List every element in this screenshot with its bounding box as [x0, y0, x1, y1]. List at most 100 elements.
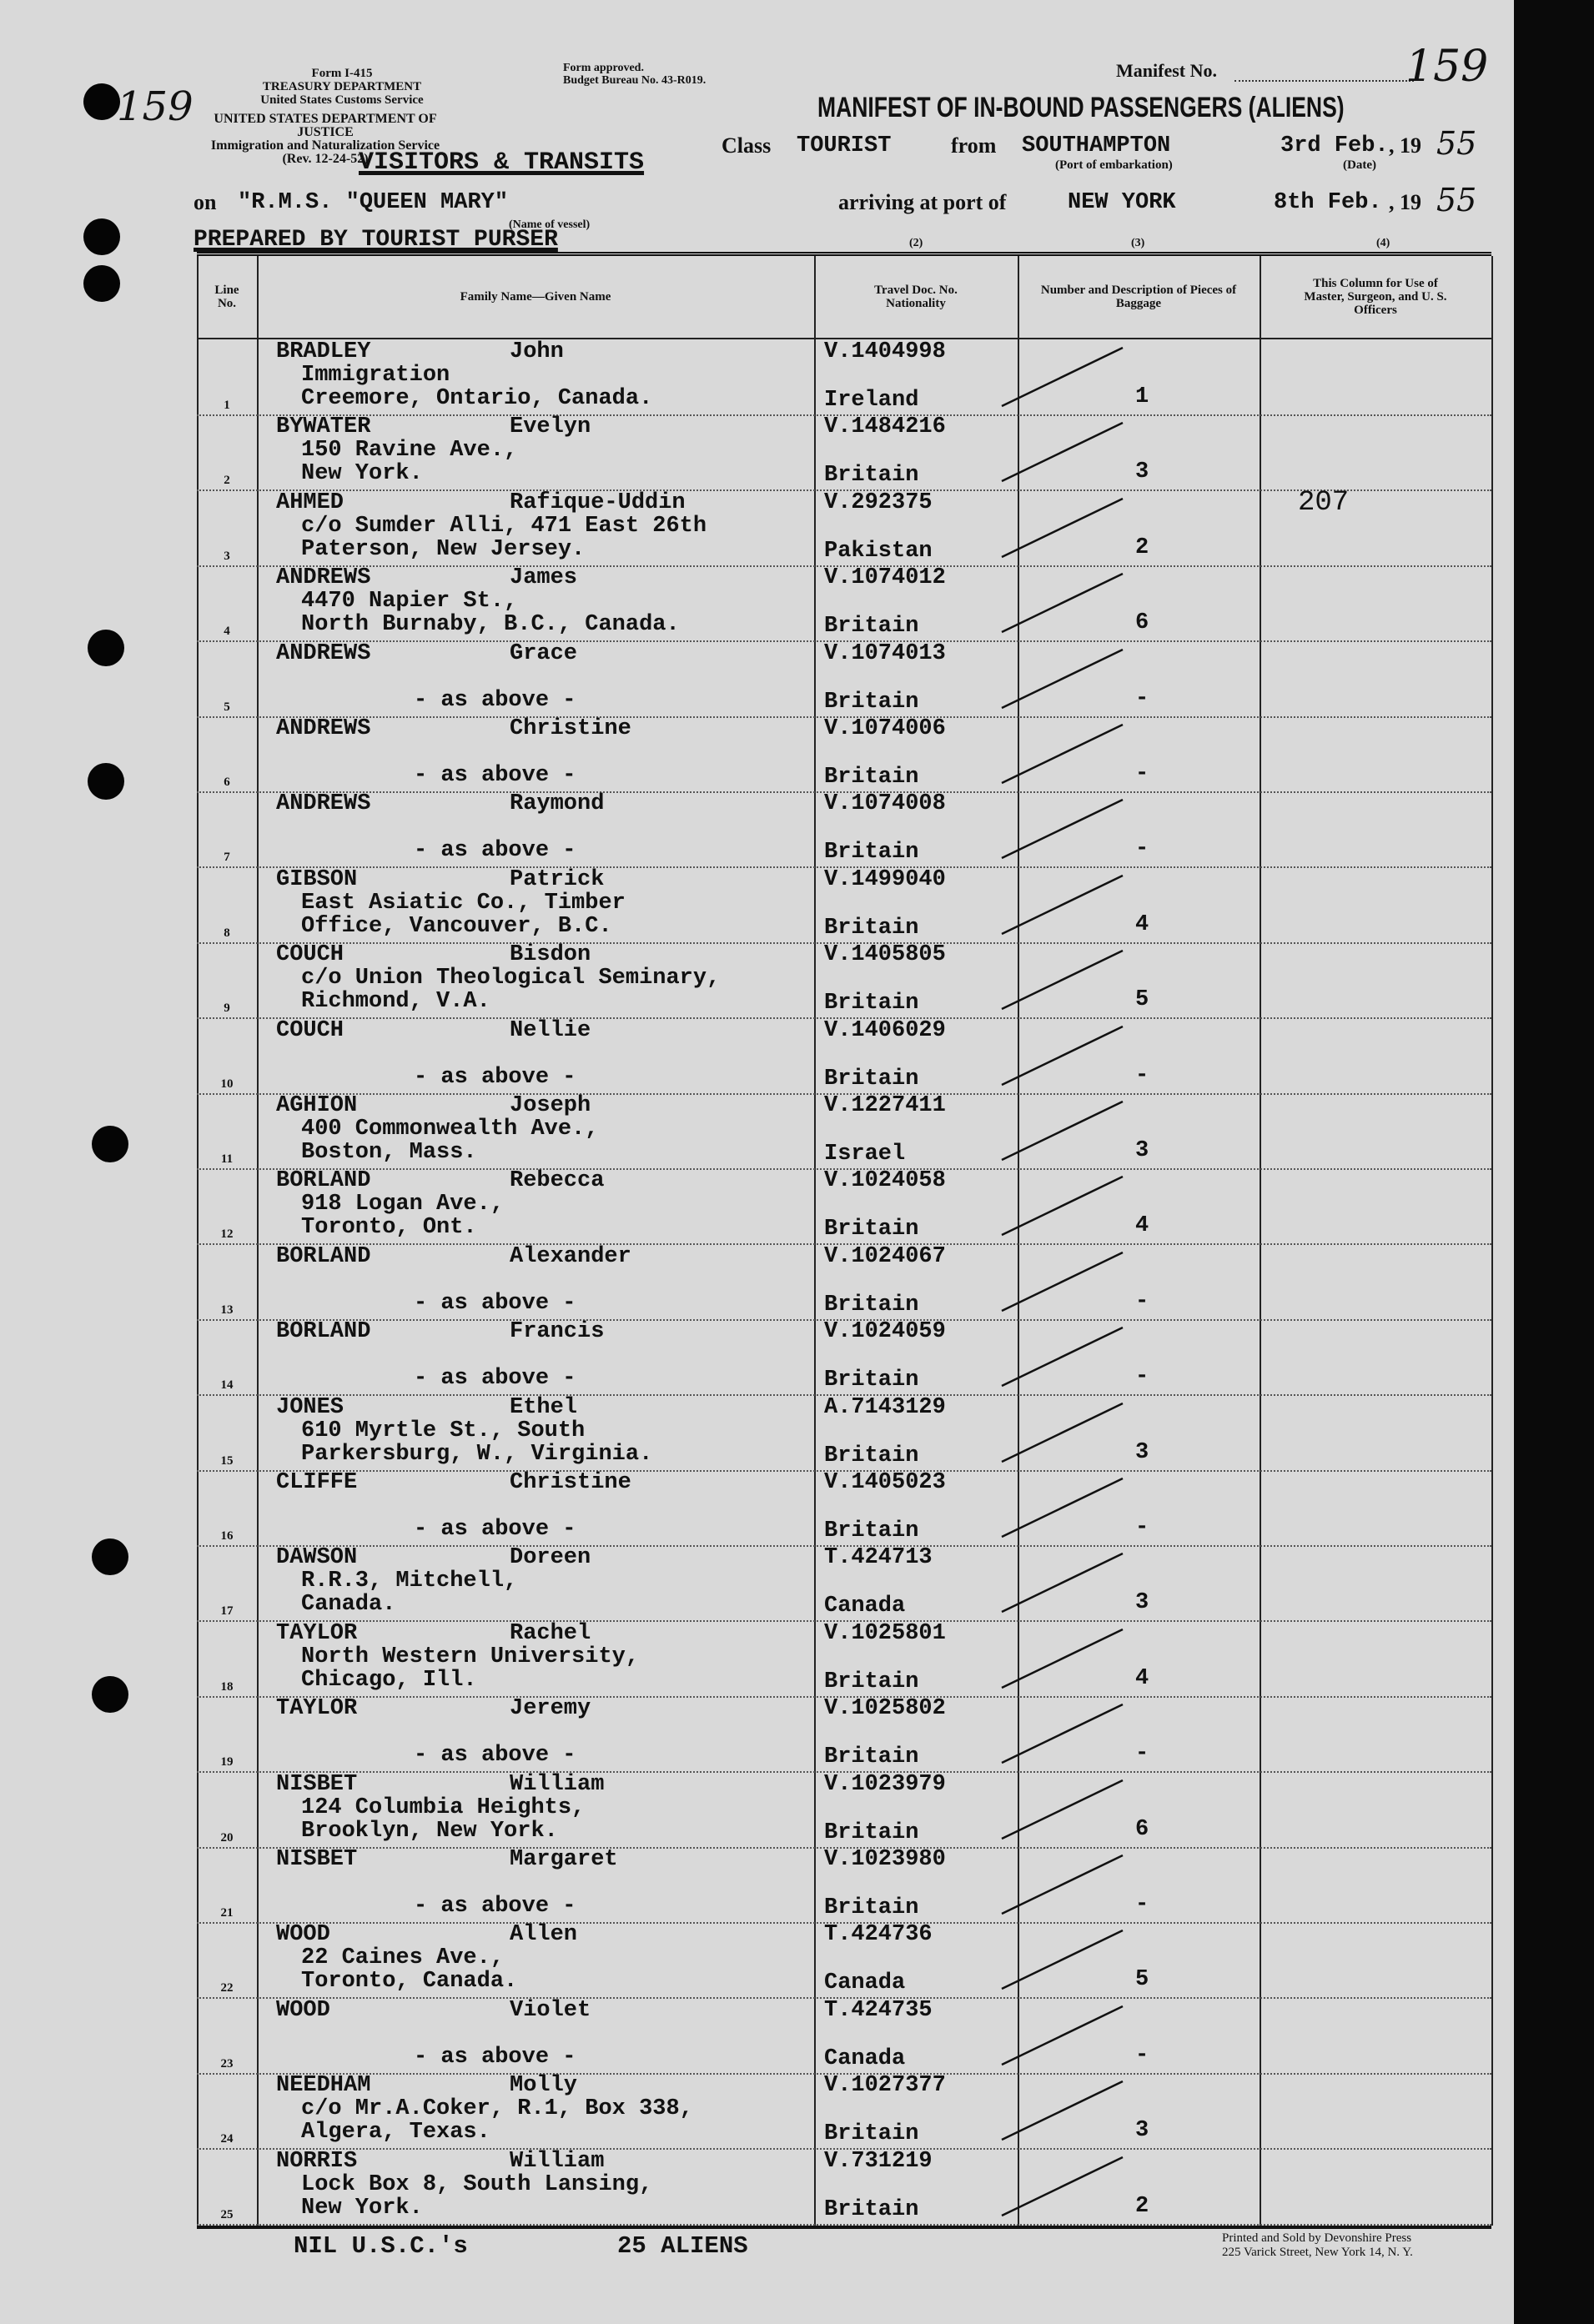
ins-label: Immigration and Naturalization Service: [210, 138, 440, 153]
baggage-count: 4: [1135, 1665, 1149, 1691]
travel-doc-number: T.424713: [824, 1545, 933, 1571]
family-name: NORRIS: [276, 2148, 358, 2174]
check-stroke: [1001, 497, 1124, 558]
table-row: 15 JONES Ethel 610 Myrtle St., South Parkers…: [197, 1395, 1491, 1472]
table-row: 2 BYWATER Evelyn 150 Ravine Ave., New York. V…: [197, 414, 1491, 492]
punch-hole: [92, 1126, 128, 1162]
class-value: TOURIST: [797, 133, 892, 158]
treasury-label: TREASURY DEPARTMENT: [262, 80, 422, 93]
check-mark-icon: [1001, 1704, 1124, 1764]
address-line-1: 22 Caines Ave.,: [301, 1945, 505, 1971]
embarkation-port: SOUTHAMPTON: [1022, 133, 1171, 158]
check-stroke: [1001, 1100, 1124, 1162]
family-name: TAYLOR: [276, 1696, 358, 1722]
family-name: BORLAND: [276, 1168, 371, 1194]
check-stroke: [1001, 2156, 1124, 2216]
table-row: 22 WOOD Allen 22 Caines Ave., Toronto, Canad…: [197, 1922, 1491, 2000]
table-row: 4 ANDREWS James 4470 Napier St., North Burna…: [197, 565, 1491, 643]
line-number: 18: [220, 1679, 234, 1694]
check-stroke: [1001, 1779, 1124, 1840]
arrival-date: 8th Feb.: [1274, 190, 1382, 215]
check-mark-icon: [1001, 723, 1124, 785]
baggage-count: -: [1135, 2042, 1149, 2068]
baggage-count: 6: [1135, 1816, 1149, 1842]
address-line-1: Immigration: [301, 363, 450, 388]
departure-year-prefix: , 19: [1389, 133, 1421, 158]
family-name: JONES: [276, 1394, 344, 1420]
arrival-year-prefix: , 19: [1389, 190, 1421, 214]
vessel-name: "R.M.S. "QUEEN MARY": [238, 190, 509, 215]
form-approved: Form approved.: [563, 62, 644, 74]
address-line-2: Parkersburg, W., Virginia.: [301, 1441, 653, 1467]
table-row: 25 NORRIS William Lock Box 8, South Lansing…: [197, 2149, 1491, 2226]
line-number: 4: [224, 625, 230, 639]
table-row: 16 CLIFFE Christine - as above - V.1405023 Br…: [197, 1470, 1491, 1547]
budget-bureau: Budget Bureau No. 43-R019.: [563, 74, 706, 87]
address-line-2: Algera, Texas.: [301, 2120, 490, 2146]
nationality: Britain: [824, 765, 919, 790]
column-number-3: (3): [1131, 237, 1145, 249]
as-above-note: - as above -: [414, 1517, 576, 1542]
family-name: COUCH: [276, 1017, 344, 1043]
travel-doc-number: V.1023980: [824, 1847, 946, 1872]
line-number: 7: [224, 851, 230, 865]
baggage-count: 2: [1135, 2193, 1149, 2219]
baggage-count: 3: [1135, 1439, 1149, 1465]
family-name: CLIFFE: [276, 1470, 358, 1495]
travel-doc-number: V.1025801: [824, 1620, 946, 1646]
check-stroke: [1001, 422, 1124, 483]
punch-hole: [83, 83, 120, 120]
as-above-note: - as above -: [414, 1290, 576, 1316]
punch-hole: [83, 218, 120, 255]
table-row: 11 AGHION Joseph 400 Commonwealth Ave., Bost…: [197, 1093, 1491, 1170]
nationality: Britain: [824, 1518, 919, 1543]
line-number: 17: [220, 1604, 234, 1619]
nationality: Britain: [824, 1292, 919, 1318]
nationality: Britain: [824, 1820, 919, 1845]
address-line-2: Richmond, V.A.: [301, 989, 490, 1015]
family-name: GIBSON: [276, 866, 358, 892]
travel-doc-number: V.731219: [824, 2148, 933, 2174]
address-line-2: Boston, Mass.: [301, 1140, 477, 1165]
family-name: ANDREWS: [276, 716, 371, 741]
check-mark-icon: [1001, 1477, 1124, 1538]
nationality: Canada: [824, 1970, 906, 1996]
nationality: Britain: [824, 1368, 919, 1393]
family-name: WOOD: [276, 1922, 330, 1948]
given-name: Margaret: [510, 1847, 618, 1872]
baggage-count: 5: [1135, 1967, 1149, 1993]
check-mark-icon: [1001, 1930, 1124, 1990]
punch-hole: [92, 1676, 128, 1713]
check-stroke: [1001, 799, 1124, 860]
given-name: Ethel: [510, 1394, 578, 1420]
given-name: Molly: [510, 2073, 578, 2099]
nationality: Britain: [824, 1895, 919, 1920]
check-stroke: [1001, 1628, 1124, 1689]
check-stroke: [1001, 1930, 1124, 1990]
manifest-page: 159 Form I-415 TREASURY DEPARTMENT Unite…: [0, 0, 1514, 2324]
baggage-count: -: [1135, 1515, 1149, 1540]
travel-doc-number: T.424735: [824, 1997, 933, 2023]
as-above-note: - as above -: [414, 1366, 576, 1392]
given-name: Violet: [510, 1997, 591, 2023]
check-mark-icon: [1001, 497, 1124, 558]
line-number: 14: [220, 1378, 234, 1393]
punch-hole: [92, 1538, 128, 1575]
check-mark-icon: [1001, 1402, 1124, 1463]
baggage-count: 3: [1135, 1590, 1149, 1616]
given-name: James: [510, 565, 578, 591]
check-mark-icon: [1001, 1779, 1124, 1840]
address-line-1: 4470 Napier St.,: [301, 589, 518, 615]
as-above-note: - as above -: [414, 687, 576, 713]
table-row: 21 NISBET Margaret - as above - V.1023980 Bri…: [197, 1847, 1491, 1924]
address-line-1: 610 Myrtle St., South: [301, 1418, 586, 1443]
as-above-note: - as above -: [414, 1894, 576, 1919]
check-mark-icon: [1001, 2005, 1124, 2065]
travel-doc-number: V.1405805: [824, 942, 946, 968]
check-mark-icon: [1001, 874, 1124, 935]
baggage-count: 4: [1135, 911, 1149, 937]
revision-label: (Rev. 12-24-52): [282, 152, 369, 166]
given-name: Bisdon: [510, 942, 591, 968]
check-stroke: [1001, 1176, 1124, 1237]
travel-doc-number: T.424736: [824, 1922, 933, 1948]
